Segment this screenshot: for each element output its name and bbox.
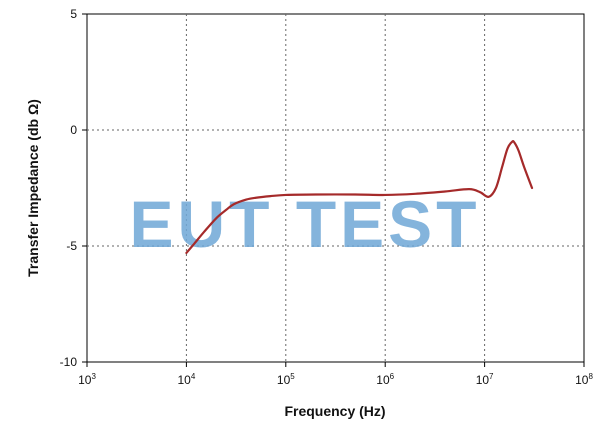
y-tick-label: 0 (70, 123, 77, 137)
x-tick-label: 107 (476, 372, 494, 387)
x-tick-label: 108 (575, 372, 593, 387)
plot-area (86, 13, 585, 363)
x-tick-label: 105 (277, 372, 295, 387)
y-tick-label: -10 (60, 355, 78, 369)
x-tick-label: 106 (376, 372, 394, 387)
y-tick-label: -5 (66, 239, 77, 253)
x-tick-label: 104 (177, 372, 195, 387)
watermark-text: EUT TEST (129, 187, 480, 261)
x-axis-title: Frequency (Hz) (284, 403, 385, 419)
x-tick-label: 103 (78, 372, 96, 387)
series-group (185, 140, 534, 255)
y-axis-ticks: 5 0 -5 -10 (60, 7, 87, 369)
y-axis-title: Transfer Impedance (db Ω) (25, 99, 41, 277)
series-line (185, 140, 534, 255)
grid-lines (87, 14, 584, 362)
x-axis-ticks: 103 104 105 106 107 108 (78, 362, 593, 387)
y-tick-label: 5 (70, 7, 77, 21)
